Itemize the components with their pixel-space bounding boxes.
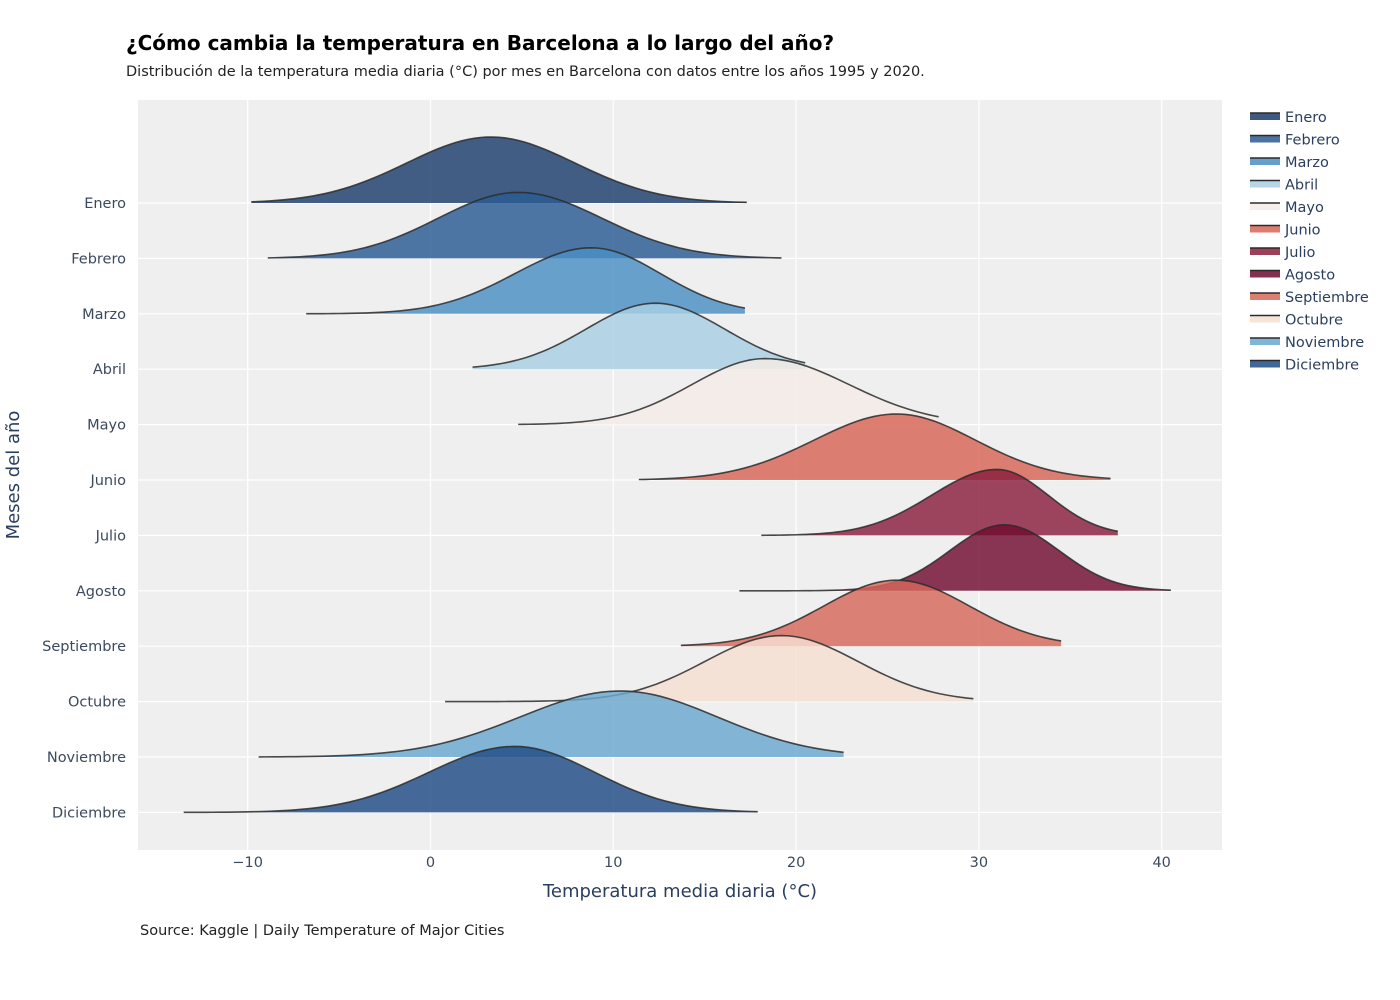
legend-swatch bbox=[1250, 225, 1280, 233]
legend-swatch bbox=[1250, 135, 1280, 143]
chart-title: ¿Cómo cambia la temperatura en Barcelona… bbox=[126, 31, 834, 55]
ridge-line-junio bbox=[638, 413, 1111, 481]
x-tick-label: 0 bbox=[426, 855, 435, 871]
legend-label: Marzo bbox=[1285, 155, 1329, 171]
x-tick-label: 30 bbox=[970, 855, 988, 871]
legend-item-septiembre[interactable]: Septiembre bbox=[1250, 290, 1369, 306]
legend-label: Agosto bbox=[1285, 268, 1335, 284]
y-tick-label: Junio bbox=[89, 473, 126, 489]
legend-label: Junio bbox=[1284, 223, 1321, 239]
x-axis-title: Temperatura media diaria (°C) bbox=[542, 881, 817, 902]
legend-item-enero[interactable]: Enero bbox=[1250, 110, 1327, 126]
y-tick-label: Mayo bbox=[87, 418, 126, 434]
x-axis-ticks: −10 0 10 20 30 40 bbox=[232, 855, 1171, 871]
ridge-line-julio bbox=[761, 468, 1118, 537]
ridge-line-octubre bbox=[445, 634, 974, 703]
y-tick-label: Septiembre bbox=[42, 639, 126, 655]
legend-swatch bbox=[1250, 180, 1280, 188]
ridge-line-febrero bbox=[267, 191, 782, 259]
legend-label: Julio bbox=[1284, 245, 1316, 261]
ridge-line-mayo bbox=[518, 357, 939, 426]
y-tick-label: Abril bbox=[93, 362, 126, 378]
x-tick-label: 10 bbox=[604, 855, 622, 871]
ridge-area-diciembre bbox=[183, 746, 758, 813]
ridge-area-junio bbox=[638, 414, 1111, 480]
legend: Enero Febrero Marzo Abril Mayo Junio Julio Agos… bbox=[1250, 110, 1369, 374]
ridge-line-marzo bbox=[306, 246, 746, 315]
legend-swatch bbox=[1250, 360, 1280, 368]
legend-item-febrero[interactable]: Febrero bbox=[1250, 133, 1340, 149]
ridge-line-enero bbox=[251, 136, 747, 204]
ridge-area-enero bbox=[251, 137, 747, 203]
legend-item-diciembre[interactable]: Diciembre bbox=[1250, 358, 1359, 374]
y-tick-label: Noviembre bbox=[47, 750, 126, 766]
legend-swatch bbox=[1250, 113, 1280, 120]
legend-label: Enero bbox=[1285, 110, 1327, 126]
legend-swatch bbox=[1250, 315, 1280, 323]
legend-label: Febrero bbox=[1285, 133, 1340, 149]
legend-label: Mayo bbox=[1285, 200, 1324, 216]
legend-item-marzo[interactable]: Marzo bbox=[1250, 155, 1329, 171]
ridge-area-mayo bbox=[518, 358, 939, 425]
legend-item-abril[interactable]: Abril bbox=[1250, 178, 1318, 194]
x-tick-label: 20 bbox=[787, 855, 805, 871]
y-tick-label: Febrero bbox=[71, 251, 126, 267]
legend-label: Abril bbox=[1285, 178, 1318, 194]
legend-swatch bbox=[1250, 203, 1280, 210]
ridge-area-abril bbox=[472, 303, 806, 370]
legend-label: Octubre bbox=[1285, 313, 1343, 329]
legend-label: Septiembre bbox=[1285, 290, 1369, 306]
ridges bbox=[183, 136, 1171, 814]
ridge-area-marzo bbox=[306, 247, 745, 314]
legend-item-octubre[interactable]: Octubre bbox=[1250, 313, 1343, 329]
ridge-line-septiembre bbox=[680, 579, 1062, 647]
y-tick-label: Octubre bbox=[68, 695, 126, 711]
legend-label: Diciembre bbox=[1285, 358, 1359, 374]
ridge-line-noviembre bbox=[258, 690, 844, 758]
legend-swatch bbox=[1250, 248, 1280, 255]
y-tick-label: Diciembre bbox=[52, 805, 126, 821]
y-tick-label: Agosto bbox=[76, 584, 126, 600]
ridge-line-abril bbox=[472, 302, 806, 368]
x-tick-label: −10 bbox=[232, 855, 263, 871]
source-note: Source: Kaggle | Daily Temperature of Ma… bbox=[140, 923, 504, 939]
y-axis-title: Meses del año bbox=[3, 411, 24, 540]
y-tick-label: Marzo bbox=[82, 307, 126, 323]
ridge-area-noviembre bbox=[258, 691, 844, 757]
y-tick-label: Julio bbox=[95, 528, 127, 544]
ridge-line-agosto bbox=[739, 524, 1171, 592]
legend-item-julio[interactable]: Julio bbox=[1250, 245, 1316, 261]
ridge-area-febrero bbox=[267, 192, 782, 259]
ridge-line-diciembre bbox=[183, 745, 758, 814]
legend-item-mayo[interactable]: Mayo bbox=[1250, 200, 1324, 216]
y-axis-ticks: Enero Febrero Marzo Abril Mayo Junio Julio Agos… bbox=[42, 196, 126, 821]
legend-swatch bbox=[1250, 158, 1280, 165]
legend-swatch bbox=[1250, 293, 1280, 300]
chart-subtitle: Distribución de la temperatura media dia… bbox=[126, 64, 925, 80]
legend-label: Noviembre bbox=[1285, 335, 1364, 351]
legend-item-agosto[interactable]: Agosto bbox=[1250, 268, 1335, 284]
legend-item-noviembre[interactable]: Noviembre bbox=[1250, 335, 1364, 351]
y-tick-label: Enero bbox=[84, 196, 126, 212]
legend-swatch bbox=[1250, 338, 1280, 345]
x-tick-label: 40 bbox=[1152, 855, 1170, 871]
legend-swatch bbox=[1250, 270, 1280, 278]
ridge-area-octubre bbox=[445, 635, 974, 702]
ridge-area-agosto bbox=[739, 524, 1171, 591]
ridge-area-julio bbox=[761, 469, 1118, 536]
legend-item-junio[interactable]: Junio bbox=[1250, 223, 1321, 239]
